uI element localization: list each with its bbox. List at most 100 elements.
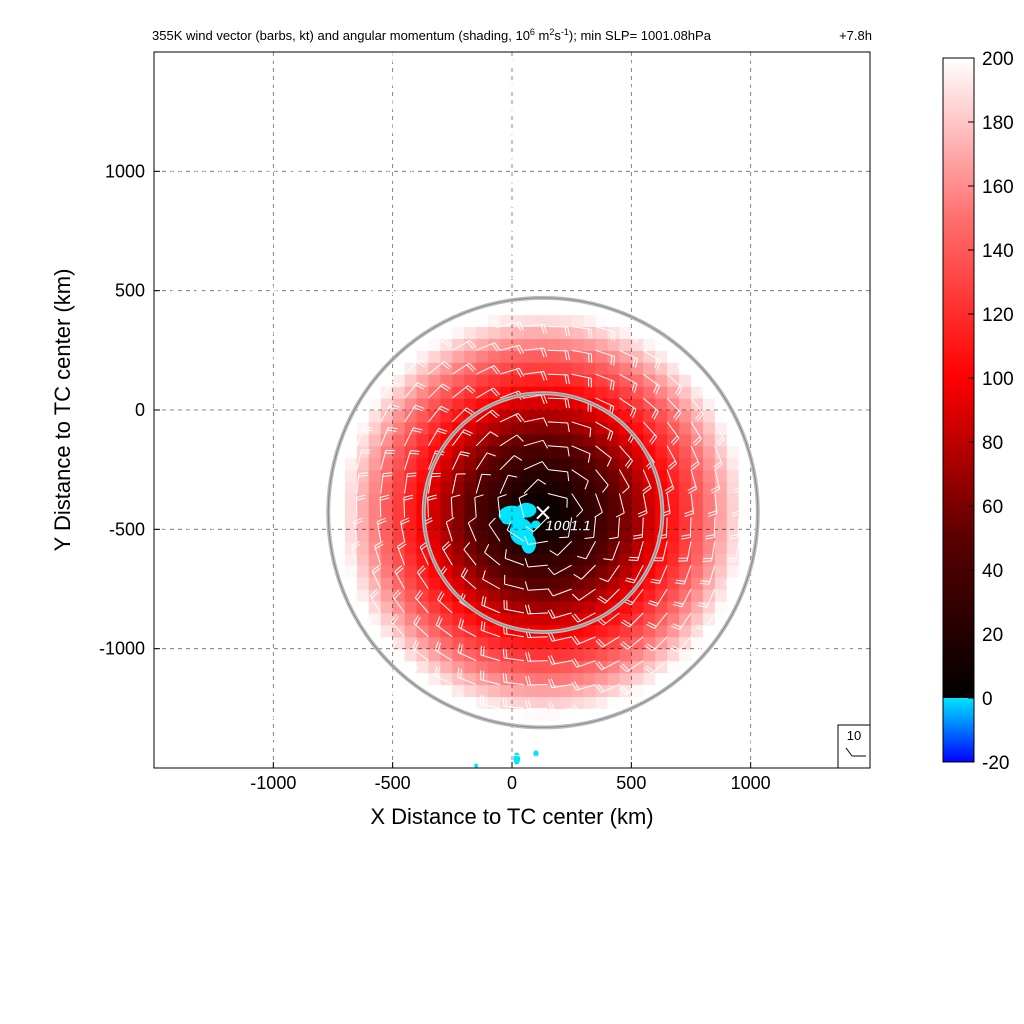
shade-cell	[440, 326, 453, 339]
shade-cell	[452, 111, 465, 125]
shade-cell	[679, 219, 692, 232]
shade-cell	[165, 660, 179, 674]
shade-cell	[404, 159, 418, 172]
shade-cell	[428, 660, 441, 674]
shade-cell	[559, 410, 573, 423]
shade-cell	[547, 457, 561, 471]
shade-cell	[440, 744, 453, 757]
shade-cell	[512, 219, 525, 232]
shade-cell	[464, 374, 477, 387]
shade-cell	[177, 517, 191, 530]
shade-cell	[750, 171, 764, 184]
shade-cell	[392, 362, 406, 375]
shade-cell	[512, 708, 525, 721]
shade-cell	[428, 672, 441, 686]
shade-cell	[535, 362, 549, 375]
shade-cell	[702, 445, 716, 459]
shade-cell	[201, 362, 215, 375]
shade-cell	[440, 63, 453, 77]
shade-cell	[488, 195, 501, 208]
shade-cell	[154, 111, 167, 125]
shade-cell	[189, 338, 203, 351]
shade-cell	[165, 636, 179, 650]
shade-cell	[177, 421, 191, 435]
shade-cell	[428, 720, 441, 733]
shade-cell	[750, 374, 764, 387]
shade-cell	[392, 159, 406, 172]
shade-cell	[583, 386, 597, 399]
shade-cell	[786, 636, 799, 650]
shade-cell	[750, 350, 764, 363]
shade-cell	[237, 541, 251, 554]
shade-cell	[404, 445, 418, 459]
shade-cell	[285, 505, 298, 518]
shade-cell	[762, 99, 776, 113]
shade-cell	[559, 63, 573, 77]
shade-cell	[762, 421, 776, 435]
shade-cell	[464, 445, 477, 459]
shade-cell	[356, 744, 370, 757]
shade-cell	[440, 469, 453, 483]
shade-cell	[667, 254, 680, 268]
shade-cell	[500, 302, 513, 316]
shade-cell	[237, 398, 251, 411]
shade-cell	[225, 207, 239, 220]
shade-cell	[846, 493, 859, 507]
shade-cell	[344, 457, 358, 471]
shade-cell	[488, 183, 501, 196]
shade-cell	[631, 708, 644, 721]
shade-cell	[177, 398, 191, 411]
shade-cell	[201, 374, 215, 387]
shade-cell	[750, 410, 764, 423]
shade-cell	[583, 123, 597, 137]
shade-cell	[762, 541, 776, 554]
shade-cell	[750, 326, 764, 339]
shade-cell	[309, 278, 322, 292]
shade-cell	[738, 493, 752, 507]
shade-cell	[679, 469, 692, 483]
shade-cell	[523, 756, 537, 768]
shade-cell	[571, 219, 585, 232]
shade-cell	[261, 648, 274, 662]
shade-cell	[607, 87, 620, 101]
shade-cell	[523, 374, 537, 387]
shade-cell	[309, 159, 322, 172]
shade-cell	[535, 553, 549, 566]
shade-cell	[261, 398, 274, 411]
shade-cell	[464, 159, 477, 172]
shade-cell	[249, 123, 262, 137]
shade-cell	[738, 696, 752, 709]
shade-cell	[249, 457, 262, 471]
shade-cell	[679, 314, 692, 328]
shade-cell	[189, 410, 203, 423]
shade-cell	[476, 207, 489, 220]
shade-cell	[428, 159, 441, 172]
shade-cell	[512, 612, 525, 626]
shade-cell	[154, 362, 167, 375]
shade-cell	[631, 636, 644, 650]
shade-cell	[762, 553, 776, 566]
shade-cell	[154, 135, 167, 149]
shade-cell	[559, 744, 573, 757]
shade-cell	[309, 87, 322, 101]
shade-cell	[440, 481, 453, 495]
shade-cell	[333, 624, 346, 638]
shade-cell	[297, 350, 310, 363]
shade-cell	[488, 481, 501, 495]
shade-cell	[858, 254, 870, 268]
shade-cell	[177, 171, 191, 184]
shade-cell	[154, 386, 167, 399]
shade-cell	[822, 362, 835, 375]
shade-cell	[428, 481, 441, 495]
shade-cell	[154, 171, 167, 184]
shade-cell	[440, 457, 453, 471]
shade-cell	[321, 183, 334, 196]
shade-cell	[225, 147, 239, 160]
shade-cell	[786, 493, 799, 507]
shade-cell	[500, 410, 513, 423]
shade-cell	[559, 207, 573, 220]
shade-cell	[512, 350, 525, 363]
shade-cell	[595, 541, 609, 554]
shade-cell	[297, 517, 310, 530]
shade-cell	[464, 672, 477, 686]
